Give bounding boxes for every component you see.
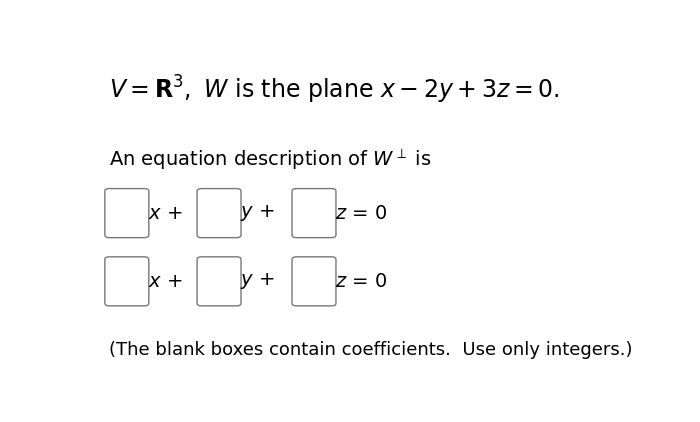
Text: $x$ +: $x$ + — [148, 203, 183, 223]
FancyBboxPatch shape — [292, 189, 336, 238]
Text: An equation description of $W^\perp$ is: An equation description of $W^\perp$ is — [109, 148, 432, 173]
Text: $y$ +: $y$ + — [241, 203, 275, 223]
Text: (The blank boxes contain coefficients.  Use only integers.): (The blank boxes contain coefficients. U… — [109, 341, 633, 360]
FancyBboxPatch shape — [197, 189, 241, 238]
FancyBboxPatch shape — [105, 189, 149, 238]
Text: $x$ +: $x$ + — [148, 272, 183, 291]
Text: $z$ = 0: $z$ = 0 — [335, 203, 387, 223]
Text: $z$ = 0: $z$ = 0 — [335, 272, 387, 291]
FancyBboxPatch shape — [105, 257, 149, 306]
Text: $y$ +: $y$ + — [241, 271, 275, 291]
FancyBboxPatch shape — [197, 257, 241, 306]
FancyBboxPatch shape — [292, 257, 336, 306]
Text: $V = \mathbf{R}^3$$,\ W$ is the plane $x - 2y + 3z = 0.$: $V = \mathbf{R}^3$$,\ W$ is the plane $x… — [109, 73, 560, 106]
